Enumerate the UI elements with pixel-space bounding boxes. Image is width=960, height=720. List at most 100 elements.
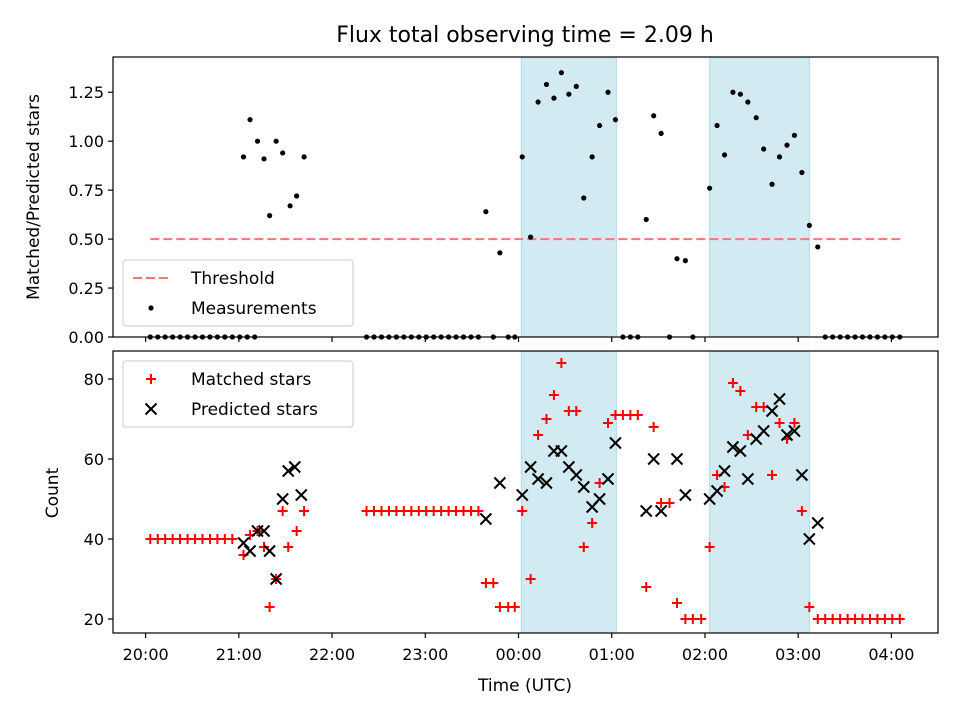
x-axis-label: Time (UTC) — [477, 676, 572, 696]
data-point — [299, 506, 310, 516]
data-point — [276, 492, 289, 506]
data-point — [803, 532, 816, 546]
data-point — [263, 544, 276, 558]
data-point — [612, 117, 619, 123]
data-point — [473, 506, 484, 516]
data-point — [674, 256, 680, 262]
data-point — [287, 203, 293, 209]
data-point — [894, 614, 905, 624]
legend-box — [122, 259, 354, 327]
data-point — [525, 574, 536, 584]
y-tick-label: 0.75 — [68, 181, 104, 200]
shaded-span-1 — [520, 56, 617, 338]
x-tick-label: 23:00 — [402, 645, 448, 664]
data-point — [767, 470, 778, 480]
legend-label: Predicted stars — [191, 400, 318, 420]
data-point — [535, 99, 541, 105]
data-point — [757, 424, 770, 438]
data-point — [745, 99, 751, 105]
data-point — [227, 534, 238, 544]
shaded-span-2 — [709, 350, 810, 634]
data-point — [291, 526, 302, 536]
data-point — [718, 464, 731, 478]
x-tick-label: 03:00 — [775, 645, 821, 664]
data-point — [301, 154, 307, 160]
data-point — [509, 602, 520, 612]
data-point — [776, 154, 783, 160]
data-point — [704, 542, 715, 552]
data-point — [587, 518, 598, 528]
data-point — [524, 460, 537, 474]
legend: Threshold Measurements — [122, 259, 354, 327]
data-point — [679, 488, 692, 502]
data-point — [551, 95, 557, 101]
data-point — [656, 498, 667, 508]
data-point — [773, 392, 786, 406]
data-point — [497, 250, 503, 256]
data-point — [277, 506, 288, 516]
data-point — [753, 115, 759, 121]
data-point — [741, 472, 755, 486]
data-point — [516, 488, 529, 502]
x-tick-label: 00:00 — [495, 645, 541, 664]
data-point — [641, 582, 652, 592]
data-point — [237, 536, 250, 550]
data-point — [257, 524, 271, 538]
axes-frame — [112, 56, 939, 338]
data-point — [254, 138, 261, 144]
legend-label: Threshold — [190, 269, 275, 289]
data-point — [651, 113, 657, 119]
y-tick-label: 20 — [84, 610, 104, 629]
data-point — [737, 91, 743, 97]
data-point — [687, 614, 698, 624]
legend-box — [122, 360, 354, 428]
data-point — [259, 542, 270, 552]
x-tick-label: 01:00 — [589, 645, 635, 664]
data-point — [581, 195, 587, 201]
y-tick-label: 0.25 — [68, 279, 104, 298]
data-point — [735, 386, 746, 396]
legend-label: Matched stars — [191, 370, 311, 390]
data-point — [788, 424, 801, 438]
axes-frame — [112, 350, 939, 634]
x-tick-label: 20:00 — [123, 645, 169, 664]
data-point — [710, 484, 724, 498]
data-point — [295, 488, 308, 502]
data-point — [671, 598, 682, 608]
data-point — [632, 410, 643, 420]
data-point — [789, 418, 800, 428]
y-tick-label: 1.00 — [68, 132, 104, 151]
data-point — [483, 209, 489, 215]
data-point — [682, 258, 688, 264]
data-point — [548, 390, 559, 400]
data-point — [282, 464, 295, 478]
data-point — [556, 358, 567, 368]
data-point — [543, 81, 550, 88]
data-point — [806, 222, 812, 228]
data-point — [541, 414, 552, 424]
y-tick-label: 80 — [84, 370, 104, 389]
data-point — [696, 614, 707, 624]
data-point — [727, 378, 738, 388]
data-point — [730, 89, 736, 95]
data-point — [294, 193, 300, 199]
data-point — [791, 132, 798, 138]
data-point — [494, 602, 505, 612]
data-point — [589, 154, 595, 160]
data-point — [570, 468, 583, 482]
data-point — [555, 444, 568, 458]
data-point — [578, 542, 589, 552]
data-point — [597, 122, 603, 129]
data-point — [643, 216, 649, 223]
data-point — [519, 154, 525, 160]
data-point — [558, 70, 564, 76]
data-point — [658, 130, 664, 136]
data-point — [726, 440, 740, 454]
shaded-span-2 — [709, 56, 810, 338]
data-point — [571, 406, 582, 416]
data-point — [243, 544, 257, 558]
x-tick-label: 22:00 — [309, 645, 355, 664]
data-point — [795, 468, 809, 482]
data-point — [577, 480, 590, 494]
